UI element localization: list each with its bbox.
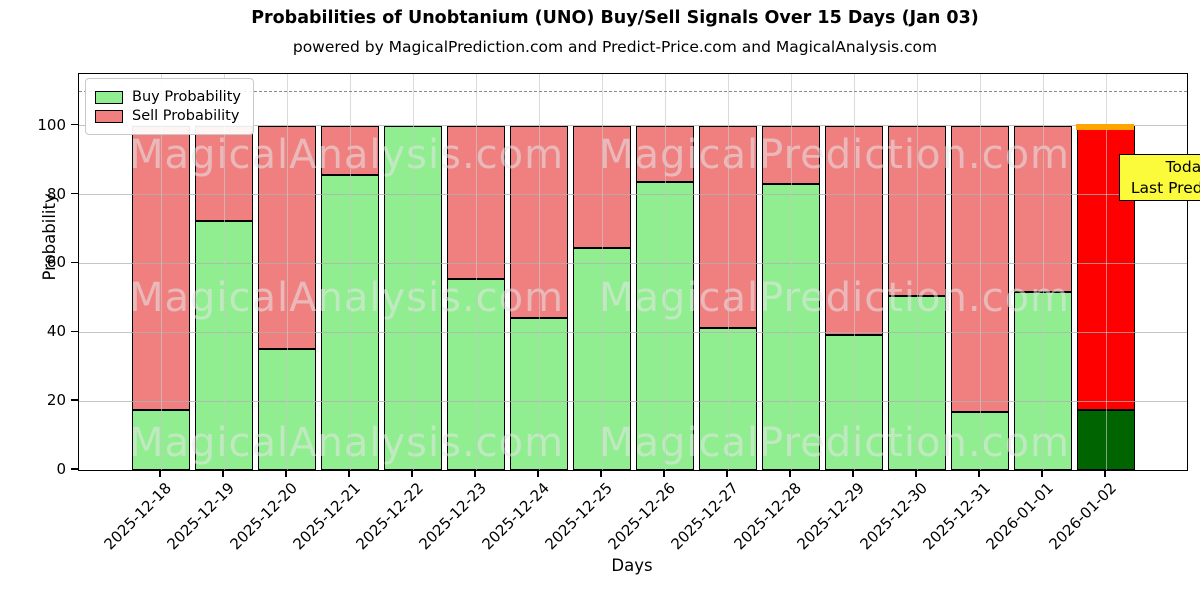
- x-gridline: [1105, 74, 1107, 470]
- x-axis-label: Days: [611, 556, 653, 575]
- y-tick-mark: [71, 399, 78, 401]
- today-bar-highlight: [1076, 123, 1134, 130]
- x-gridline: [1042, 74, 1044, 470]
- watermark-text: MagicalAnalysis.com: [129, 275, 565, 321]
- y-gridline: [79, 262, 1187, 264]
- x-tick-label-text: 2025-12-19: [163, 479, 238, 554]
- legend-item: Buy Probability: [95, 89, 241, 105]
- x-tick-label-text: 2025-12-21: [289, 479, 364, 554]
- x-tick-mark: [726, 470, 728, 477]
- x-tick-mark: [285, 470, 287, 477]
- watermark-text: MagicalAnalysis.com: [129, 420, 565, 466]
- x-tick-label-text: 2025-12-24: [478, 479, 553, 554]
- y-tick-mark: [71, 123, 78, 126]
- x-gridline: [979, 74, 981, 470]
- legend-swatch: [95, 90, 123, 104]
- plot-area: Buy Probability Sell Probability Today La…: [78, 73, 1200, 471]
- y-gridline: [79, 400, 1187, 402]
- x-gridline: [853, 74, 855, 470]
- legend-label: Buy Probability: [132, 89, 241, 105]
- chart-title: Probabilities of Unobtanium (UNO) Buy/Se…: [251, 8, 979, 28]
- x-gridline: [538, 74, 540, 470]
- x-tick-mark: [663, 470, 665, 477]
- watermark-text: MagicalAnalysis.com: [129, 132, 565, 178]
- legend: Buy Probability Sell Probability: [85, 78, 254, 135]
- x-gridline: [790, 74, 792, 470]
- x-tick-mark: [537, 470, 539, 477]
- y-gridline: [79, 331, 1187, 333]
- x-tick-label-text: 2025-12-31: [919, 479, 994, 554]
- y-tick-label: 60: [46, 253, 66, 272]
- x-tick-label-text: 2025-12-29: [793, 479, 868, 554]
- today-annotation-line1: Today: [1165, 157, 1200, 176]
- y-gridline: [79, 125, 1187, 127]
- y-tick-label: 100: [37, 115, 66, 134]
- x-gridline: [601, 74, 603, 470]
- x-tick-label-text: 2025-12-25: [541, 479, 616, 554]
- x-tick-label-text: 2026-01-01: [982, 479, 1057, 554]
- x-gridline: [223, 74, 225, 470]
- y-gridline: [79, 194, 1187, 196]
- watermark-text: MagicalPrediction.com: [599, 132, 1070, 178]
- x-tick-label-text: 2025-12-26: [604, 479, 679, 554]
- x-gridline: [160, 74, 162, 470]
- x-gridline: [475, 74, 477, 470]
- x-tick-mark: [222, 470, 224, 477]
- x-tick-mark: [474, 470, 476, 477]
- y-tick-mark: [71, 192, 78, 195]
- x-tick-label-text: 2025-12-23: [415, 479, 490, 554]
- x-tick-label-text: 2025-12-22: [352, 479, 427, 554]
- x-gridline: [664, 74, 666, 470]
- x-tick-mark: [852, 470, 854, 477]
- x-tick-mark: [348, 470, 350, 477]
- x-gridline: [412, 74, 414, 470]
- y-tick-label: 40: [46, 322, 66, 341]
- y-tick-label: 80: [46, 184, 66, 203]
- x-tick-label-text: 2025-12-18: [100, 479, 175, 554]
- x-gridline: [286, 74, 288, 470]
- x-gridline: [916, 74, 918, 470]
- today-annotation: Today Last Prediction: [1119, 154, 1200, 201]
- x-tick-mark: [159, 470, 161, 477]
- x-tick-mark: [1041, 470, 1043, 477]
- x-tick-mark: [1104, 470, 1106, 477]
- y-tick-mark: [71, 468, 78, 470]
- x-tick-mark: [978, 470, 980, 477]
- x-tick-label-text: 2025-12-20: [226, 479, 301, 554]
- x-tick-mark: [411, 470, 413, 477]
- chart-subtitle: powered by MagicalPrediction.com and Pre…: [292, 38, 938, 56]
- watermark-text: MagicalPrediction.com: [599, 420, 1070, 466]
- today-annotation-line2: Last Prediction: [1130, 178, 1200, 197]
- y-tick-mark: [71, 261, 78, 264]
- x-tick-mark: [789, 470, 791, 477]
- x-tick-label-text: 2026-01-02: [1045, 479, 1120, 554]
- y-tick-label: 20: [46, 391, 66, 410]
- x-tick-label-text: 2025-12-30: [856, 479, 931, 554]
- x-tick-label-text: 2025-12-28: [730, 479, 805, 554]
- x-tick-mark: [600, 470, 602, 477]
- x-tick-label-text: 2025-12-27: [667, 479, 742, 554]
- watermark-text: MagicalPrediction.com: [599, 275, 1070, 321]
- y-tick-mark: [71, 330, 78, 332]
- dashed-threshold-line: [79, 91, 1187, 93]
- legend-label: Sell Probability: [132, 108, 240, 124]
- y-tick-label: 0: [56, 460, 66, 478]
- x-gridline: [349, 74, 351, 470]
- x-tick-mark: [915, 470, 917, 477]
- legend-item: Sell Probability: [95, 108, 241, 124]
- x-gridline: [727, 74, 729, 470]
- legend-swatch: [95, 109, 123, 123]
